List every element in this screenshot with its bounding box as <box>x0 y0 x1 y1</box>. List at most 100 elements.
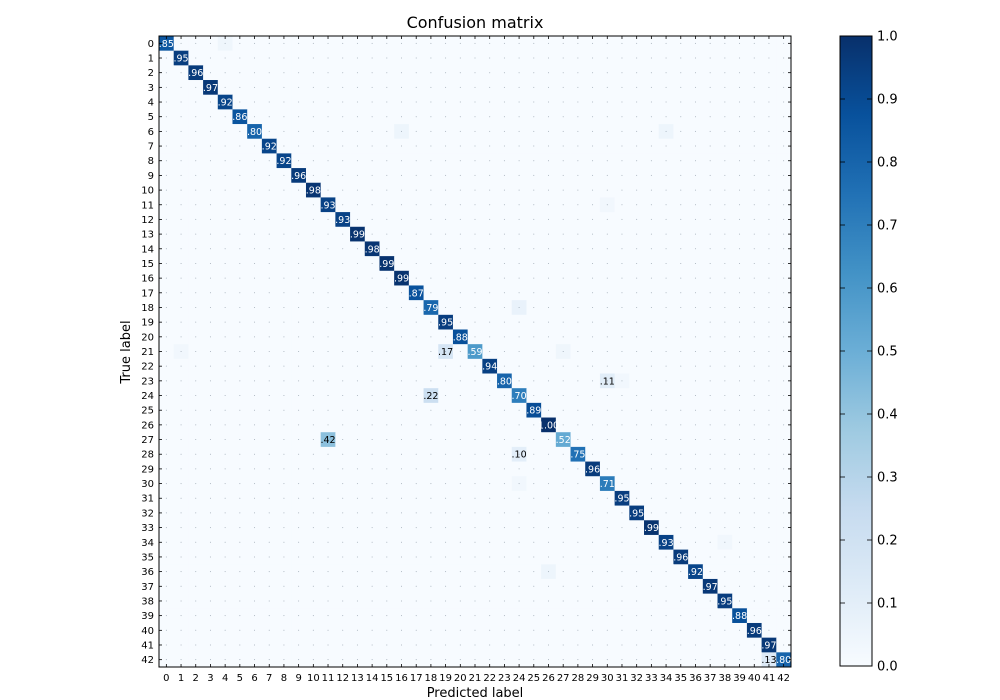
grid-dot <box>209 145 211 147</box>
grid-dot <box>621 174 623 176</box>
grid-dot <box>592 233 594 235</box>
grid-dot <box>518 116 520 118</box>
grid-dot <box>518 101 520 103</box>
grid-dot <box>401 497 403 499</box>
grid-dot <box>312 483 314 485</box>
grid-dot <box>415 541 417 543</box>
grid-dot <box>180 233 182 235</box>
grid-dot <box>724 365 726 367</box>
grid-dot <box>650 218 652 220</box>
grid-dot <box>254 42 256 44</box>
grid-dot <box>239 629 241 631</box>
grid-dot <box>283 659 285 661</box>
grid-dot <box>283 116 285 118</box>
grid-dot <box>753 453 755 455</box>
grid-dot <box>459 365 461 367</box>
x-tick-label: 3 <box>207 673 213 684</box>
grid-dot <box>474 453 476 455</box>
grid-dot <box>518 189 520 191</box>
grid-dot <box>768 527 770 529</box>
grid-dot <box>621 483 623 485</box>
grid-dot <box>224 615 226 617</box>
grid-dot <box>401 644 403 646</box>
grid-dot <box>503 409 505 411</box>
grid-dot <box>401 336 403 338</box>
grid-dot <box>312 248 314 250</box>
grid-dot <box>268 57 270 59</box>
grid-dot <box>312 380 314 382</box>
grid-dot <box>254 174 256 176</box>
grid-dot <box>356 336 358 338</box>
cell-value-label: .99 <box>379 259 394 270</box>
grid-dot <box>489 306 491 308</box>
grid-dot <box>489 321 491 323</box>
grid-dot <box>680 321 682 323</box>
grid-dot <box>312 351 314 352</box>
grid-dot <box>239 439 241 441</box>
grid-dot <box>503 204 505 206</box>
grid-dot <box>209 629 211 631</box>
grid-dot <box>577 321 579 323</box>
grid-dot <box>562 351 564 352</box>
grid-dot <box>474 174 476 176</box>
y-tick-labels: 0123456789101112131415161718192021222324… <box>141 39 791 666</box>
grid-dot <box>621 659 623 661</box>
grid-dot <box>694 556 696 558</box>
grid-dot <box>268 629 270 631</box>
grid-dot <box>327 541 329 543</box>
x-tick-label: 11 <box>322 673 335 684</box>
grid-dot <box>753 483 755 485</box>
grid-dot <box>342 556 344 558</box>
grid-dot <box>254 571 256 573</box>
grid-dot <box>650 365 652 367</box>
grid-dot <box>327 556 329 558</box>
grid-dot <box>445 659 447 661</box>
grid-dot <box>254 439 256 441</box>
grid-dot <box>474 424 476 426</box>
grid-dot <box>327 659 329 661</box>
grid-dot <box>783 571 785 573</box>
grid-dot <box>680 101 682 103</box>
grid-dot <box>533 512 535 514</box>
heatmap-cell <box>247 124 263 140</box>
grid-dot <box>430 585 432 587</box>
grid-dot <box>533 57 535 59</box>
grid-dot <box>430 262 432 264</box>
grid-dot <box>474 218 476 220</box>
grid-dot <box>547 629 549 631</box>
grid-dot <box>768 571 770 573</box>
grid-dot <box>503 439 505 441</box>
grid-dot <box>283 615 285 617</box>
grid-dot <box>606 644 608 646</box>
grid-dot <box>489 262 491 264</box>
grid-dot <box>694 424 696 426</box>
grid-dot <box>268 512 270 514</box>
grid-dot <box>209 439 211 441</box>
grid-dot <box>195 409 197 411</box>
grid-dot <box>445 395 447 397</box>
grid-dot <box>724 644 726 646</box>
grid-dot <box>665 72 667 74</box>
grid-dot <box>180 86 182 88</box>
grid-dot <box>180 409 182 411</box>
grid-dot <box>445 424 447 426</box>
grid-dot <box>768 585 770 587</box>
grid-dot <box>165 497 167 499</box>
grid-dot <box>489 277 491 279</box>
grid-dot <box>195 512 197 514</box>
grid-dot <box>621 541 623 543</box>
grid-dot <box>680 262 682 264</box>
grid-dot <box>621 600 623 602</box>
grid-dot <box>165 409 167 411</box>
heatmap-cell <box>776 652 792 668</box>
grid-dot <box>401 659 403 661</box>
grid-dot <box>415 189 417 191</box>
grid-dot <box>327 189 329 191</box>
heatmap-cell <box>232 109 248 125</box>
grid-dot <box>694 292 696 294</box>
grid-dot <box>371 204 373 206</box>
grid-dot <box>474 277 476 279</box>
grid-dot <box>415 409 417 411</box>
grid-dot <box>371 145 373 147</box>
grid-dot <box>342 233 344 235</box>
